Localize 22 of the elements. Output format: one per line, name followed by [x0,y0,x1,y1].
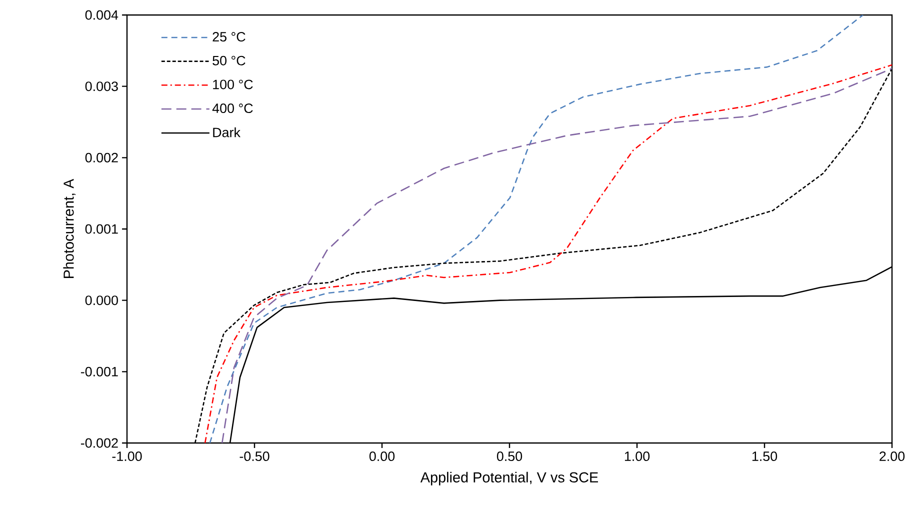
y-tick-label: 0.001 [85,224,118,234]
x-axis-title: Applied Potential, V vs SCE [420,472,598,486]
x-tick-label: 0.00 [369,452,395,462]
legend-label: 50 °C [212,56,246,66]
x-tick-label: -1.00 [112,452,142,462]
y-tick-label: -0.001 [80,366,118,376]
x-tick-label: 2.00 [880,452,905,462]
y-tick-label: 0.004 [85,10,118,20]
y-tick-label: 0.002 [85,152,118,162]
y-tick-label: 0.003 [85,82,118,92]
y-axis-title: Photocurrent, A [63,178,76,278]
legend-label: 100 °C [213,80,253,90]
x-tick-label: -0.50 [240,452,270,462]
legend-label: 25 °C [212,32,246,42]
x-tick-label: 0.50 [496,452,522,462]
y-tick-label: 0.000 [85,296,118,306]
legend-label: Dark [213,127,240,138]
x-tick-label: 1.50 [752,452,778,462]
y-tick-label: -0.002 [80,438,118,448]
x-tick-label: 1.00 [624,452,650,462]
line-series [209,14,864,443]
legend-label: 400 °C [212,104,253,114]
